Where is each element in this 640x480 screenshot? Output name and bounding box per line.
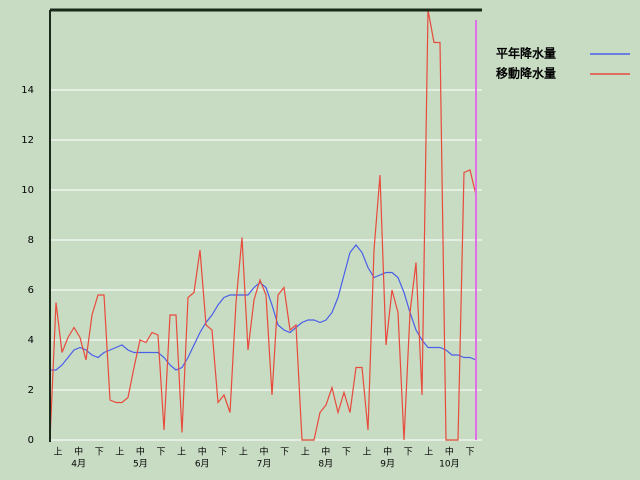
y-tick-label: 10: [21, 185, 34, 196]
y-tick-label: 6: [28, 285, 34, 296]
x-group-label: 9月: [380, 459, 395, 470]
x-tick-label: 下: [342, 448, 351, 458]
x-tick-label: 中: [198, 446, 207, 458]
series-line: [49, 9, 477, 441]
x-tick-label: 下: [404, 448, 413, 458]
x-tick-label: 下: [156, 448, 165, 458]
x-tick-label: 中: [445, 446, 454, 458]
x-group-label: 4月: [71, 459, 86, 470]
y-tick-label: 8: [28, 235, 34, 246]
x-group-label: 5月: [133, 459, 148, 470]
legend-label: 移動降水量: [496, 66, 556, 81]
x-tick-label: 下: [280, 448, 289, 458]
x-tick-label: 下: [95, 448, 104, 458]
x-tick-label: 下: [218, 448, 227, 458]
legend-label: 平年降水量: [496, 46, 556, 61]
x-group-label: 6月: [195, 459, 210, 470]
y-tick-label: 12: [21, 135, 34, 146]
x-tick-label: 中: [136, 446, 145, 458]
x-group-label: 8月: [318, 459, 333, 470]
x-group-label: 10月: [439, 459, 459, 470]
x-tick-label: 中: [321, 446, 330, 458]
y-tick-label: 14: [21, 85, 34, 96]
y-tick-label: 0: [28, 435, 34, 446]
x-tick-label: 上: [53, 447, 62, 458]
x-tick-label: 上: [115, 447, 124, 458]
series-line: [50, 244, 477, 371]
y-tick-label: 2: [28, 385, 34, 396]
x-tick-label: 上: [424, 447, 433, 458]
x-tick-label: 上: [177, 447, 186, 458]
x-tick-label: 中: [383, 446, 392, 458]
x-group-label: 7月: [257, 459, 272, 470]
x-tick-label: 上: [362, 447, 371, 458]
x-tick-label: 中: [74, 446, 83, 458]
y-tick-label: 4: [28, 335, 34, 346]
x-tick-label: 上: [301, 447, 310, 458]
x-tick-label: 中: [259, 446, 268, 458]
x-tick-label: 下: [465, 448, 474, 458]
x-tick-label: 上: [239, 447, 248, 458]
